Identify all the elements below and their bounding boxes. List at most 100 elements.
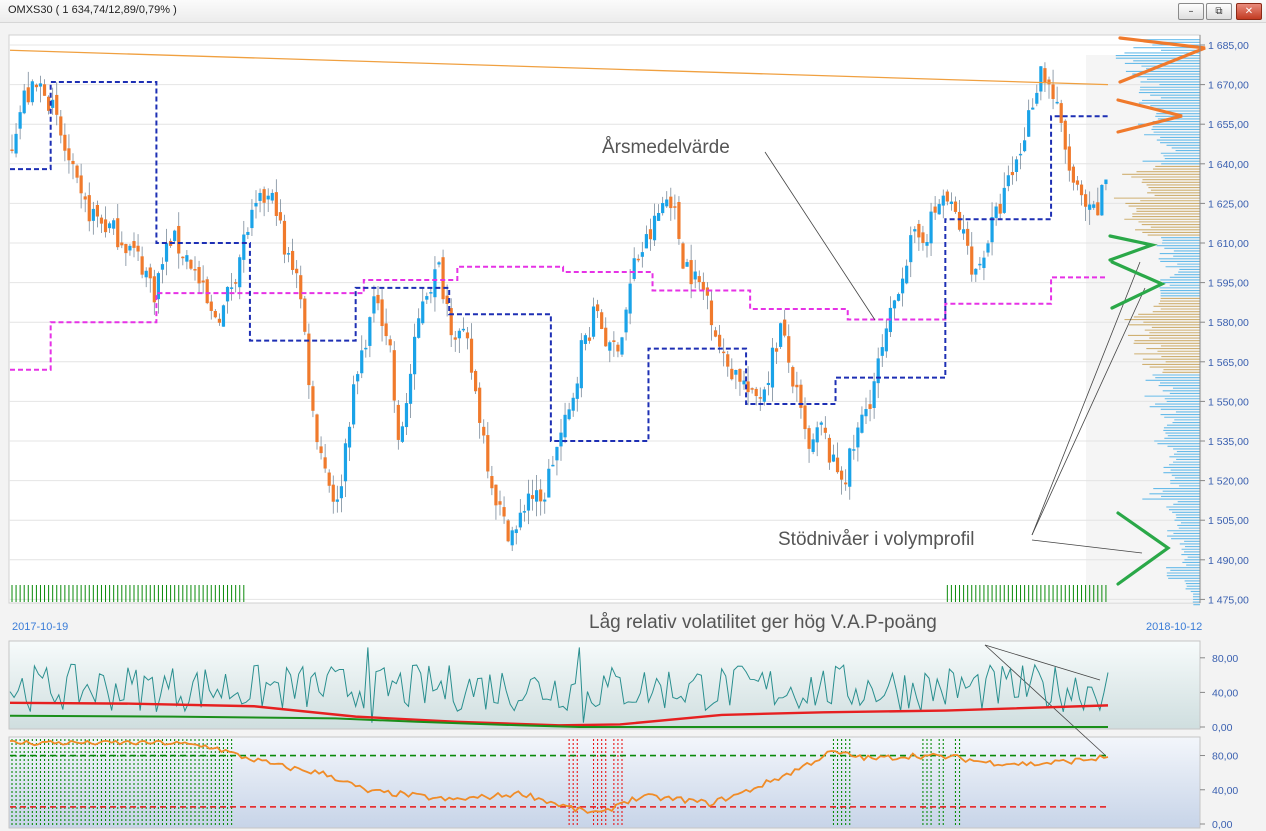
support-levels-annotation: Stödnivåer i volymprofil <box>778 529 974 550</box>
candle <box>319 446 323 454</box>
candle <box>892 300 897 309</box>
support-marker <box>1108 234 1158 262</box>
candle <box>526 493 531 511</box>
y-tick-label: 40,00 <box>1212 785 1238 797</box>
minimize-button[interactable]: – <box>1178 3 1204 20</box>
candle <box>59 116 63 136</box>
candle <box>132 241 136 248</box>
candle <box>762 389 766 402</box>
x-end-label: 2018-10-12 <box>1146 621 1202 633</box>
candle <box>844 482 848 485</box>
candle <box>652 215 657 241</box>
candle <box>632 258 636 279</box>
candle <box>978 263 982 266</box>
volatility-oscillator-line <box>9 647 1109 723</box>
candle <box>819 422 823 425</box>
candle <box>583 335 587 344</box>
candle <box>26 87 30 103</box>
candle <box>913 229 917 232</box>
close-button[interactable]: ✕ <box>1236 3 1262 20</box>
candle <box>474 370 478 392</box>
candle <box>217 318 221 323</box>
candle <box>970 246 974 275</box>
support-marker <box>1110 260 1166 310</box>
candle <box>856 427 860 448</box>
candle <box>307 333 311 386</box>
candle <box>291 250 295 270</box>
candle <box>408 373 413 404</box>
candle <box>266 195 270 200</box>
candle <box>734 370 738 375</box>
candle <box>612 340 616 343</box>
candle <box>465 332 470 339</box>
candle <box>189 259 193 269</box>
candle <box>872 381 876 408</box>
y-tick-label: 1 550,00 <box>1208 396 1249 408</box>
candle <box>335 499 339 502</box>
candle <box>234 282 238 284</box>
candle <box>750 388 754 390</box>
y-tick-label: 1 490,00 <box>1208 555 1249 567</box>
candle <box>522 511 526 513</box>
candle <box>880 347 884 356</box>
candle <box>657 212 661 221</box>
candle <box>343 443 348 482</box>
candle <box>299 275 303 300</box>
candle <box>453 337 457 340</box>
candle <box>136 245 140 252</box>
candle <box>347 426 352 448</box>
candle <box>563 414 567 438</box>
candle <box>181 256 185 259</box>
candle <box>587 337 592 341</box>
candle <box>201 280 205 283</box>
candle <box>87 195 91 222</box>
candle <box>457 330 461 339</box>
candle <box>787 336 791 363</box>
price-panel <box>8 34 1201 604</box>
y-tick-label: 80,00 <box>1212 653 1238 665</box>
candle <box>604 327 608 347</box>
candle <box>278 212 282 221</box>
candle <box>1096 202 1100 216</box>
candle <box>901 278 905 294</box>
candle <box>10 149 14 151</box>
candle <box>449 308 453 336</box>
candle <box>774 348 779 352</box>
candle <box>258 192 262 201</box>
candle <box>1006 175 1010 187</box>
candle <box>445 295 449 304</box>
candle <box>331 484 335 502</box>
candle <box>124 243 128 254</box>
candle <box>628 283 632 314</box>
candle <box>811 439 815 452</box>
candle <box>925 242 929 246</box>
candle <box>905 265 909 284</box>
candle <box>823 427 827 433</box>
candle <box>770 347 775 388</box>
candle <box>238 257 242 288</box>
candle <box>376 294 380 304</box>
candle <box>941 195 945 206</box>
candle <box>840 470 844 480</box>
candle <box>392 350 396 401</box>
candle <box>669 196 673 209</box>
candle <box>156 273 160 300</box>
candle <box>144 270 148 278</box>
candle <box>1088 204 1092 210</box>
y-tick-label: 1 685,00 <box>1208 40 1249 52</box>
candle <box>128 245 132 251</box>
volatility-low-line <box>9 714 1108 728</box>
candle <box>79 175 83 194</box>
candle <box>384 323 388 337</box>
y-tick-label: 1 580,00 <box>1208 317 1249 329</box>
candle <box>665 199 669 207</box>
candle <box>543 499 547 502</box>
candle <box>99 217 104 224</box>
candle <box>1084 194 1088 207</box>
candle <box>368 317 372 346</box>
candle <box>673 206 677 208</box>
candle <box>421 301 425 324</box>
restore-button[interactable]: ⧉ <box>1206 3 1232 20</box>
